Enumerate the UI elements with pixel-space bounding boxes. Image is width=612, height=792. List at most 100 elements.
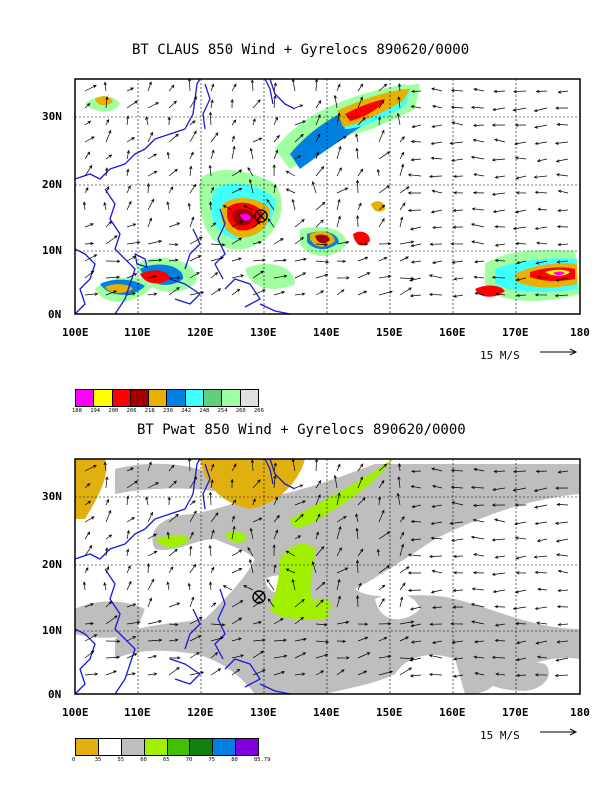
wind-arrow	[377, 496, 382, 506]
wind-arrow	[82, 201, 86, 211]
wind-arrow	[534, 293, 548, 297]
wind-arrow	[231, 188, 243, 194]
wind-arrow	[147, 258, 163, 262]
wind-arrow	[231, 515, 235, 523]
wind-arrow	[378, 151, 391, 160]
wind-arrow	[556, 122, 569, 127]
wind-arrow	[378, 129, 385, 143]
claus-colorbar-label: 260	[235, 408, 246, 414]
claus-coastlines	[74, 78, 296, 315]
wind-arrow	[126, 636, 137, 642]
wind-arrow	[555, 486, 569, 490]
wind-arrow	[399, 216, 404, 228]
wind-arrow	[554, 521, 569, 525]
wind-arrow	[147, 482, 159, 489]
pwat-colorbar-swatch	[190, 739, 214, 755]
wind-arrow	[105, 566, 110, 574]
y2-tick-10n: 10N	[42, 624, 62, 637]
wind-arrow	[147, 578, 155, 591]
pwat-colorbar-label: 65	[163, 757, 170, 763]
wind-arrow	[336, 259, 347, 263]
wind-arrow	[397, 96, 401, 109]
wind-arrow	[126, 467, 135, 472]
wind-arrow	[473, 640, 485, 644]
wind-arrow	[252, 650, 265, 659]
wind-arrow	[249, 147, 254, 160]
wind-arrow	[512, 107, 527, 112]
wind-arrow	[514, 503, 527, 507]
wind-arrow	[252, 289, 266, 296]
claus-colorbar-swatch	[240, 390, 258, 406]
claus-shading	[85, 84, 580, 302]
wind-arrow	[473, 655, 485, 659]
wind-arrow	[189, 531, 194, 540]
wind-arrow	[378, 83, 388, 92]
wind-arrow	[378, 274, 392, 279]
vector-reference-arrow	[540, 348, 578, 356]
wind-arrow	[451, 158, 464, 163]
wind-arrow	[453, 174, 464, 179]
wind-arrow	[273, 134, 280, 143]
wind-arrow	[315, 100, 322, 109]
wind-arrow	[409, 277, 422, 282]
wind-arrow	[473, 275, 485, 279]
wind-arrow	[294, 155, 302, 160]
pwat-colorbar-label: 70	[185, 757, 193, 763]
wind-arrow	[189, 96, 197, 109]
wind-arrow	[84, 621, 94, 626]
wind-arrow	[399, 531, 405, 540]
y2-tick-30n: 30N	[42, 490, 62, 503]
wind-arrow	[126, 240, 141, 245]
wind-arrow	[210, 83, 215, 92]
wind-arrow	[231, 169, 243, 177]
wind-arrow	[84, 186, 89, 194]
wind-arrow	[378, 185, 390, 194]
wind-arrow	[315, 273, 329, 279]
wind-arrow	[355, 179, 360, 194]
wind-arrow	[472, 138, 485, 143]
wind-arrow	[513, 89, 527, 94]
wind-arrow	[273, 671, 286, 676]
wind-arrow	[189, 183, 197, 194]
wind-arrow	[512, 487, 527, 492]
vector-reference-arrow-2	[540, 728, 578, 736]
wind-arrow	[399, 163, 405, 177]
wind-arrow	[315, 243, 328, 247]
wind-arrow	[493, 89, 506, 94]
x-tick-140e: 140E	[313, 326, 340, 339]
wind-arrow	[432, 605, 443, 610]
wind-arrow	[557, 90, 569, 94]
wind-arrow	[534, 190, 548, 195]
wind-arrow	[231, 525, 236, 540]
wind-arrow	[168, 638, 179, 642]
wind-arrow	[147, 533, 158, 540]
wind-arrow	[516, 293, 527, 298]
wind-arrow	[336, 145, 342, 160]
claus-colorbar-label: 230	[163, 408, 173, 414]
wind-arrow	[231, 499, 237, 506]
wind-arrow	[399, 656, 415, 661]
wind-arrow	[378, 670, 393, 676]
wind-arrow	[355, 133, 359, 143]
wind-arrow	[491, 192, 506, 196]
wind-arrow	[147, 620, 163, 625]
wind-arrow	[105, 186, 110, 194]
wind-arrow	[315, 480, 322, 489]
x-tick-110e: 110E	[124, 326, 151, 339]
wind-arrow	[378, 290, 393, 296]
wind-arrow	[147, 81, 152, 92]
wind-arrow	[378, 584, 386, 591]
wind-arrow	[472, 571, 485, 575]
pwat-wind-vectors	[82, 457, 569, 678]
wind-arrow	[452, 588, 464, 593]
wind-arrow	[168, 168, 178, 177]
wind-arrow	[273, 654, 288, 659]
wind-arrow	[399, 287, 412, 296]
wind-arrow	[378, 218, 385, 228]
wind-arrow	[336, 167, 342, 177]
wind-arrow	[431, 87, 443, 92]
wind-arrow	[273, 474, 277, 489]
wind-arrow	[336, 187, 349, 194]
wind-arrow	[315, 201, 326, 211]
wind-arrow	[336, 639, 347, 643]
